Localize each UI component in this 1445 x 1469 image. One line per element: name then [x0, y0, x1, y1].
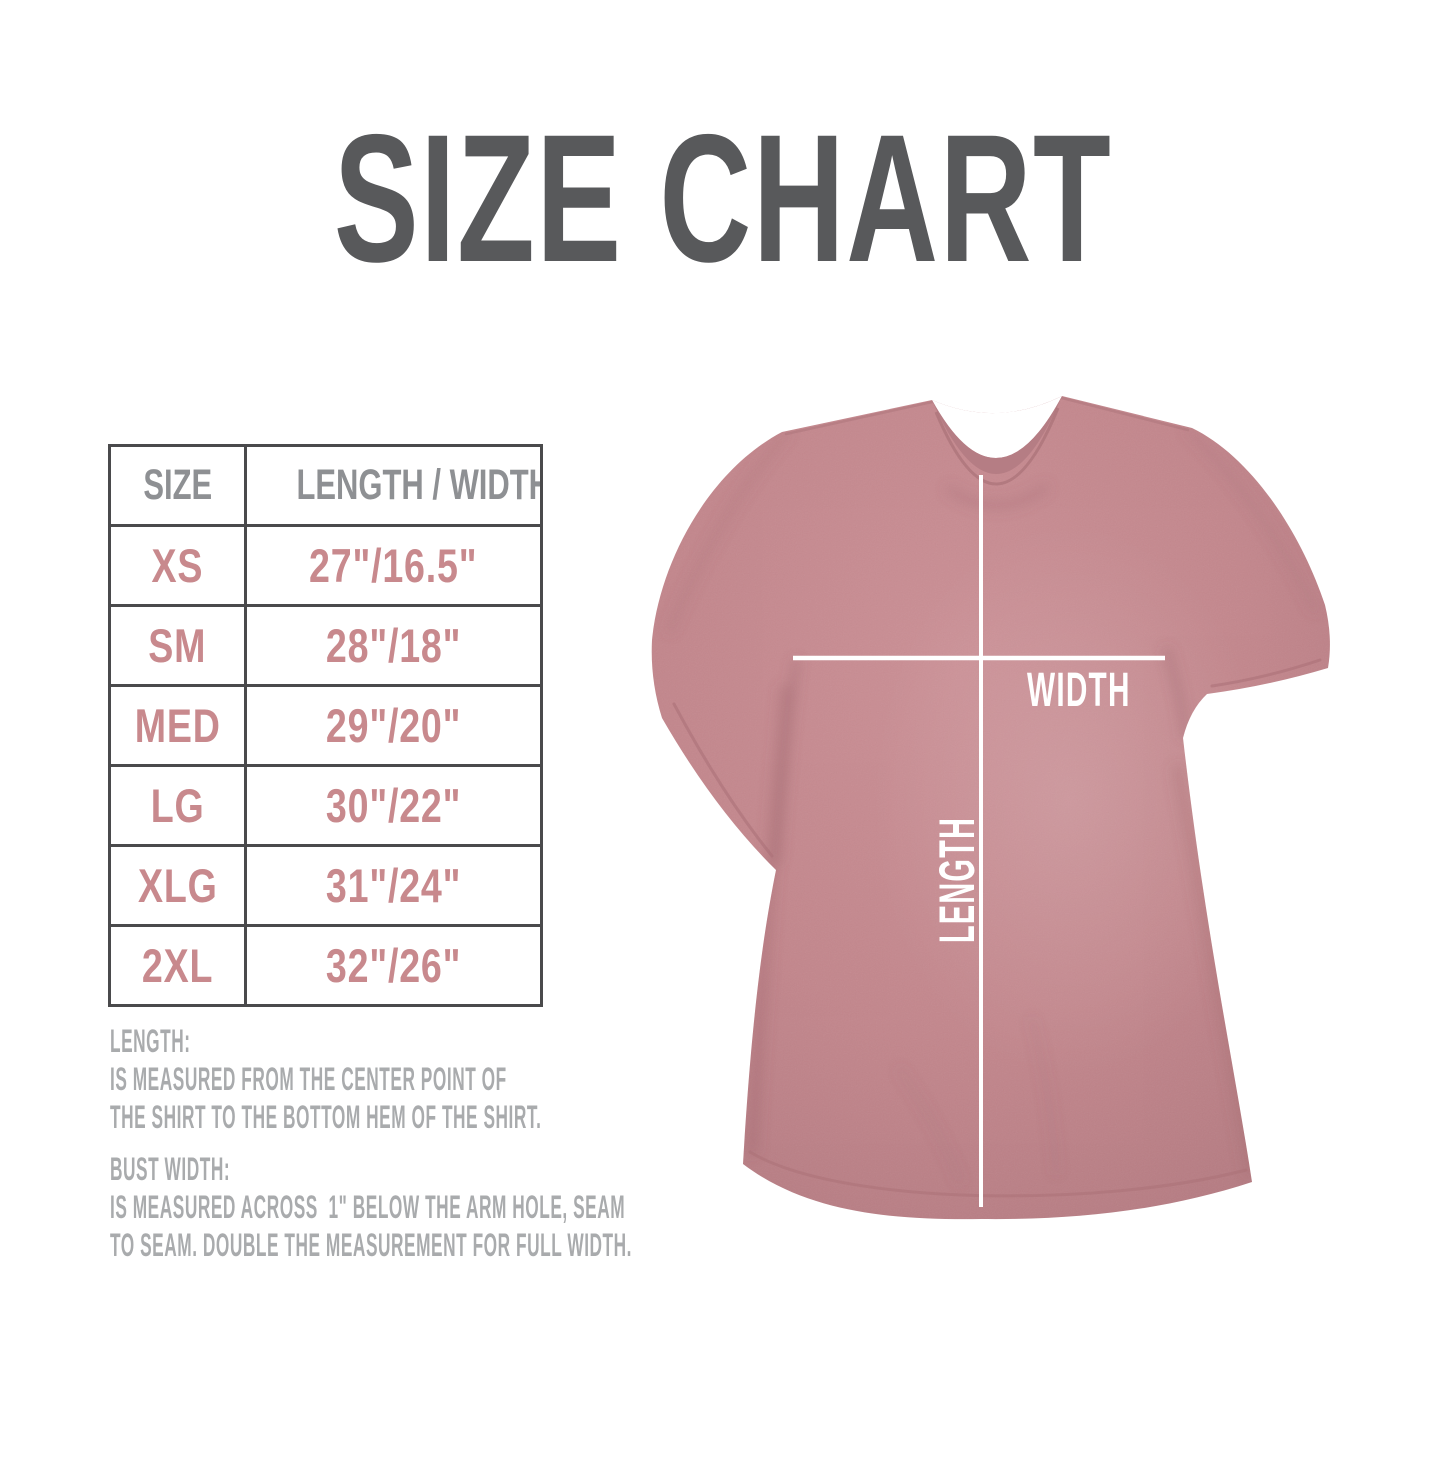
measurement-cell: 28"/18" [244, 604, 543, 687]
size-cell: 2XL [108, 924, 247, 1007]
fabric-highlight [870, 520, 1270, 1080]
col-header-length-width: LENGTH / WIDTH [244, 444, 543, 527]
measurement-cell: 31"/24" [244, 844, 543, 927]
size-cell: XLG [108, 844, 247, 927]
table-row: XS 27"/16.5" [108, 524, 543, 607]
bust-width-note-line: IS MEASURED ACROSS 1" BELOW THE ARM HOLE… [110, 1189, 626, 1225]
left-sleeve-hem-seam [672, 702, 774, 858]
length-note-line: THE SHIRT TO THE BOTTOM HEM OF THE SHIRT… [110, 1099, 542, 1135]
shirt-illustration: WIDTH LENGTH [651, 396, 1330, 1220]
tshirt [651, 396, 1330, 1220]
length-note-heading: LENGTH: [110, 1023, 191, 1059]
table-row: LG 30"/22" [108, 764, 543, 847]
fabric-shading [666, 426, 1319, 1186]
page-title-text: SIZE CHART [333, 96, 1112, 300]
measurement-cell: 32"/26" [244, 924, 543, 1007]
size-cell: MED [108, 684, 247, 767]
collar-band [932, 396, 1062, 475]
measurement-notes: LENGTH: IS MEASURED FROM THE CENTER POIN… [110, 1022, 1077, 1264]
shirt-diagram: WIDTH LENGTH [600, 370, 1440, 1330]
measurement-cell: 29"/20" [244, 684, 543, 767]
right-shoulder-seam [1060, 396, 1190, 432]
length-note: LENGTH: IS MEASURED FROM THE CENTER POIN… [110, 1022, 1077, 1136]
col-header-size: SIZE [108, 444, 247, 527]
bottom-hem-seam [748, 1150, 1248, 1198]
length-label: LENGTH [929, 817, 985, 943]
table-header-row: SIZE LENGTH / WIDTH [108, 444, 543, 527]
size-cell: XS [108, 524, 247, 607]
measurement-cell: 30"/22" [244, 764, 543, 847]
table-row: SM 28"/18" [108, 604, 543, 687]
page-title: SIZE CHART [0, 107, 1445, 289]
neck-opening [932, 396, 1062, 459]
bust-width-note-heading: BUST WIDTH: [110, 1151, 231, 1187]
measurement-overlay: WIDTH LENGTH [793, 475, 1165, 1207]
seams [672, 396, 1322, 1198]
table-row: XLG 31"/24" [108, 844, 543, 927]
bust-width-note: BUST WIDTH: IS MEASURED ACROSS 1" BELOW … [110, 1150, 1077, 1264]
size-cell: SM [108, 604, 247, 687]
bust-width-note-line: TO SEAM. DOUBLE THE MEASUREMENT FOR FULL… [110, 1227, 633, 1263]
collar-shadow [934, 407, 1060, 486]
width-label: WIDTH [1027, 664, 1131, 717]
right-sleeve-hem-seam [1210, 658, 1322, 688]
left-shoulder-seam [784, 400, 934, 436]
length-note-line: IS MEASURED FROM THE CENTER POINT OF [110, 1061, 507, 1097]
table-row: 2XL 32"/26" [108, 924, 543, 1007]
size-table: SIZE LENGTH / WIDTH XS 27"/16.5" SM 28"/… [108, 444, 543, 1007]
table-row: MED 29"/20" [108, 684, 543, 767]
size-cell: LG [108, 764, 247, 847]
measurement-cell: 27"/16.5" [244, 524, 543, 607]
